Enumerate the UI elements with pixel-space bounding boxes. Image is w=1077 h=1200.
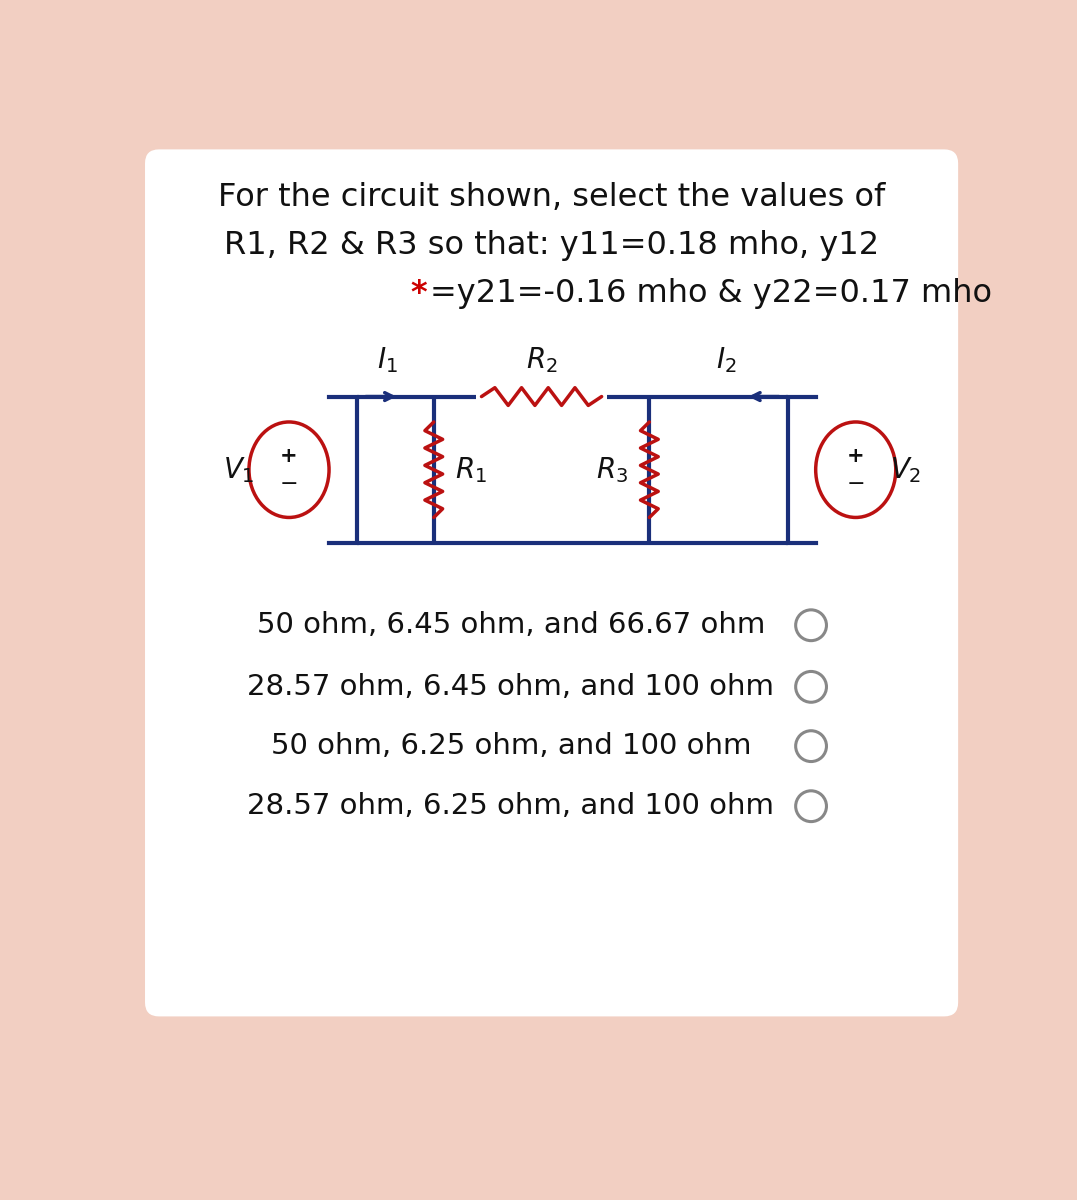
Text: 50 ohm, 6.25 ohm, and 100 ohm: 50 ohm, 6.25 ohm, and 100 ohm <box>270 732 751 760</box>
Text: 28.57 ohm, 6.25 ohm, and 100 ohm: 28.57 ohm, 6.25 ohm, and 100 ohm <box>248 792 774 821</box>
Ellipse shape <box>815 422 896 517</box>
Circle shape <box>796 672 826 702</box>
Text: For the circuit shown, select the values of: For the circuit shown, select the values… <box>218 182 885 214</box>
Text: *: * <box>410 278 428 308</box>
Text: $R_3$: $R_3$ <box>596 455 628 485</box>
Text: $R_1$: $R_1$ <box>456 455 487 485</box>
Text: $I_2$: $I_2$ <box>716 346 737 374</box>
Text: R1, R2 & R3 so that: y11=0.18 mho, y12: R1, R2 & R3 so that: y11=0.18 mho, y12 <box>224 230 879 262</box>
Ellipse shape <box>249 422 330 517</box>
Text: $R_2$: $R_2$ <box>526 346 558 374</box>
Text: $I_1$: $I_1$ <box>377 346 398 374</box>
Text: $V_2$: $V_2$ <box>890 455 922 485</box>
FancyBboxPatch shape <box>145 149 959 1016</box>
Text: −: − <box>847 474 865 493</box>
Circle shape <box>796 610 826 641</box>
Text: +: + <box>847 446 865 466</box>
Text: +: + <box>280 446 298 466</box>
Text: $V_1$: $V_1$ <box>223 455 255 485</box>
Text: 50 ohm, 6.45 ohm, and 66.67 ohm: 50 ohm, 6.45 ohm, and 66.67 ohm <box>256 611 765 640</box>
Circle shape <box>796 791 826 822</box>
Text: −: − <box>280 474 298 493</box>
Circle shape <box>796 731 826 762</box>
Text: 28.57 ohm, 6.45 ohm, and 100 ohm: 28.57 ohm, 6.45 ohm, and 100 ohm <box>248 673 774 701</box>
Text: =y21=-0.16 mho & y22=0.17 mho: =y21=-0.16 mho & y22=0.17 mho <box>430 278 992 308</box>
